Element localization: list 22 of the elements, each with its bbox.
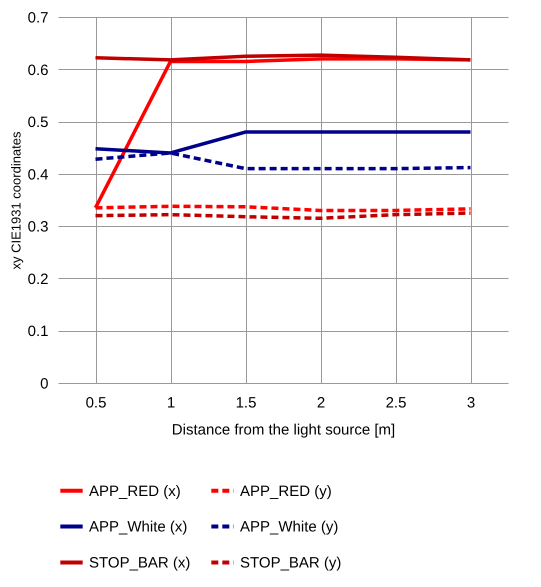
legend-label: STOP_BAR (y) — [240, 554, 342, 572]
y-tick-label: 0.3 — [28, 218, 48, 236]
x-tick-label: 2.5 — [386, 394, 406, 412]
x-tick-label: 2 — [316, 394, 326, 412]
x-tick-label: 1.5 — [236, 394, 256, 412]
legend-label: APP_RED (x) — [89, 482, 181, 500]
y-tick-label: 0.4 — [28, 166, 48, 184]
x-tick-label: 3 — [466, 394, 476, 412]
x-tick-label: 0.5 — [86, 394, 106, 412]
legend-label: APP_White (y) — [240, 518, 338, 536]
y-tick-label: 0 — [40, 376, 48, 392]
y-tick-label: 0.2 — [28, 270, 48, 288]
y-tick-label: 0.7 — [28, 10, 48, 26]
y-tick-label: 0.6 — [28, 62, 48, 79]
y-tick-label: 0.5 — [28, 114, 48, 132]
x-axis-title: Distance from the light source [m] — [172, 422, 396, 438]
y-tick-label: 0.1 — [28, 323, 48, 340]
legend-label: STOP_BAR (x) — [89, 554, 190, 572]
x-tick-label: 1 — [166, 394, 176, 412]
y-axis-title: xy CIE1931 coordinates — [8, 130, 24, 270]
legend-label: APP_White (x) — [89, 518, 188, 536]
legend-label: APP_RED (y) — [240, 482, 332, 500]
